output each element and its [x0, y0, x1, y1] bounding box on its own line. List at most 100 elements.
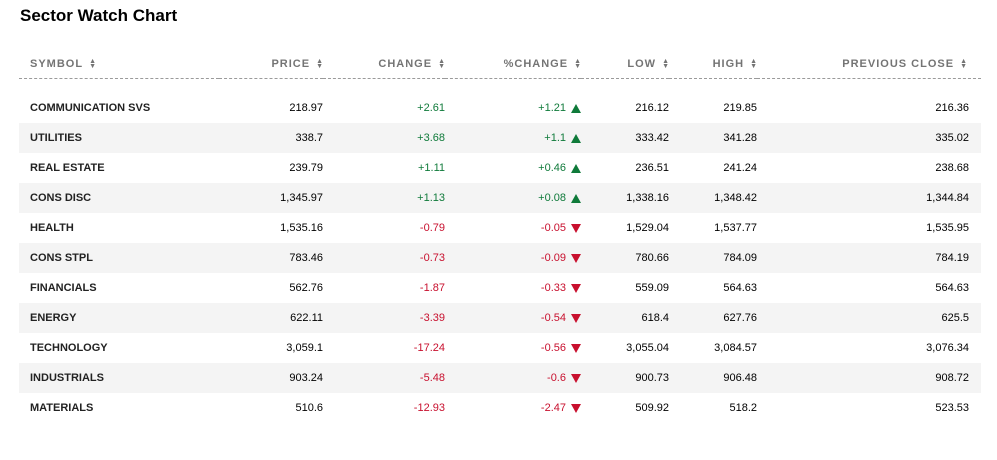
high-cell-value: 3,084.57 — [714, 342, 757, 354]
low-cell: 1,338.16 — [581, 183, 669, 213]
low-cell-value: 3,055.04 — [626, 342, 669, 354]
column-header-label: PRICE — [271, 58, 311, 70]
low-cell-value: 559.09 — [635, 282, 669, 294]
sector-table: SYMBOL ▲ ▼ PRICE ▲ ▼ CHANGE ▲ ▼ %CHANGE ▲ ▼ LOW ▲ ▼ HIG… — [19, 50, 981, 423]
table-row[interactable]: FINANCIALS 562.76 -1.87 -0.33 559.09 564.63 56… — [19, 273, 981, 303]
change-cell: -12.93 — [323, 393, 445, 423]
column-header-label: %CHANGE — [503, 58, 569, 70]
symbol-cell-value: REAL ESTATE — [30, 162, 105, 174]
sort-icon[interactable]: ▲ ▼ — [574, 58, 581, 71]
arrow-down-icon — [571, 403, 581, 413]
column-header-low[interactable]: LOW ▲ ▼ — [581, 50, 669, 79]
change-cell-value: +1.13 — [417, 192, 445, 204]
change-cell-value: -5.48 — [419, 372, 445, 384]
high-cell: 1,348.42 — [669, 183, 757, 213]
previous-close-cell: 784.19 — [757, 243, 981, 273]
arrow-up-icon — [571, 163, 581, 173]
table-row[interactable]: CONS STPL 783.46 -0.73 -0.09 780.66 784.09 784… — [19, 243, 981, 273]
column-header-high[interactable]: HIGH ▲ ▼ — [669, 50, 757, 79]
table-row[interactable]: INDUSTRIALS 903.24 -5.48 -0.6 900.73 906.48 90… — [19, 363, 981, 393]
symbol-cell[interactable]: MATERIALS — [19, 393, 219, 423]
change-cell-value: +1.11 — [417, 162, 445, 174]
column-header-symbol[interactable]: SYMBOL ▲ ▼ — [19, 50, 219, 79]
sort-icon[interactable]: ▲ ▼ — [662, 58, 669, 71]
high-cell: 1,537.77 — [669, 213, 757, 243]
high-cell: 518.2 — [669, 393, 757, 423]
pct-change-cell: +1.21 — [445, 93, 581, 123]
low-cell-value: 618.4 — [641, 312, 669, 324]
high-cell: 219.85 — [669, 93, 757, 123]
price-cell: 510.6 — [219, 393, 323, 423]
sort-icon[interactable]: ▲ ▼ — [438, 58, 445, 71]
table-row[interactable]: HEALTH 1,535.16 -0.79 -0.05 1,529.04 1,537.77… — [19, 213, 981, 243]
sort-icon[interactable]: ▲ ▼ — [316, 58, 323, 71]
price-cell: 338.7 — [219, 123, 323, 153]
sort-icon[interactable]: ▲ ▼ — [89, 58, 96, 71]
low-cell-value: 216.12 — [635, 102, 669, 114]
change-cell: -0.73 — [323, 243, 445, 273]
table-row[interactable]: ENERGY 622.11 -3.39 -0.54 618.4 627.76 625.5 — [19, 303, 981, 333]
arrow-down-icon — [571, 253, 581, 263]
symbol-cell-value: COMMUNICATION SVS — [30, 102, 151, 114]
symbol-cell[interactable]: REAL ESTATE — [19, 153, 219, 183]
arrow-up-icon — [571, 133, 581, 143]
column-header-pct-change[interactable]: %CHANGE ▲ ▼ — [445, 50, 581, 79]
high-cell: 564.63 — [669, 273, 757, 303]
previous-close-cell-value: 625.5 — [941, 312, 969, 324]
symbol-cell-value: CONS DISC — [30, 192, 92, 204]
column-header-price[interactable]: PRICE ▲ ▼ — [219, 50, 323, 79]
low-cell: 236.51 — [581, 153, 669, 183]
arrow-down-icon — [571, 343, 581, 353]
low-cell-value: 1,338.16 — [626, 192, 669, 204]
symbol-cell[interactable]: CONS STPL — [19, 243, 219, 273]
symbol-cell[interactable]: FINANCIALS — [19, 273, 219, 303]
symbol-cell[interactable]: INDUSTRIALS — [19, 363, 219, 393]
symbol-cell[interactable]: ENERGY — [19, 303, 219, 333]
symbol-cell[interactable]: COMMUNICATION SVS — [19, 93, 219, 123]
high-cell-value: 627.76 — [723, 312, 757, 324]
symbol-cell-value: FINANCIALS — [30, 282, 97, 294]
low-cell: 900.73 — [581, 363, 669, 393]
change-cell-value: -12.93 — [413, 402, 445, 414]
change-cell: -17.24 — [323, 333, 445, 363]
table-row[interactable]: MATERIALS 510.6 -12.93 -2.47 509.92 518.2 523.… — [19, 393, 981, 423]
change-cell-value: -3.39 — [419, 312, 445, 324]
pct-change-cell: -0.05 — [445, 213, 581, 243]
symbol-cell[interactable]: TECHNOLOGY — [19, 333, 219, 363]
column-header-label: SYMBOL — [30, 58, 84, 70]
change-cell-value: +3.68 — [417, 132, 445, 144]
pct-change-cell-value: +1.1 — [544, 132, 566, 144]
table-row[interactable]: CONS DISC 1,345.97 +1.13 +0.08 1,338.16 1,348… — [19, 183, 981, 213]
symbol-cell[interactable]: HEALTH — [19, 213, 219, 243]
pct-change-cell-value: -0.6 — [547, 372, 566, 384]
pct-change-cell: -0.33 — [445, 273, 581, 303]
pct-change-cell: -0.54 — [445, 303, 581, 333]
high-cell-value: 784.09 — [723, 252, 757, 264]
low-cell: 559.09 — [581, 273, 669, 303]
table-row[interactable]: REAL ESTATE 239.79 +1.11 +0.46 236.51 241.24 2… — [19, 153, 981, 183]
previous-close-cell: 238.68 — [757, 153, 981, 183]
column-header-change[interactable]: CHANGE ▲ ▼ — [323, 50, 445, 79]
sort-icon[interactable]: ▲ ▼ — [750, 58, 757, 71]
sort-icon[interactable]: ▲ ▼ — [960, 58, 967, 71]
symbol-cell-value: HEALTH — [30, 222, 74, 234]
previous-close-cell: 216.36 — [757, 93, 981, 123]
high-cell-value: 1,537.77 — [714, 222, 757, 234]
previous-close-cell-value: 1,535.95 — [926, 222, 969, 234]
price-cell: 783.46 — [219, 243, 323, 273]
table-row[interactable]: TECHNOLOGY 3,059.1 -17.24 -0.56 3,055.04 3,08… — [19, 333, 981, 363]
low-cell-value: 236.51 — [635, 162, 669, 174]
symbol-cell[interactable]: CONS DISC — [19, 183, 219, 213]
price-cell-value: 903.24 — [289, 372, 323, 384]
previous-close-cell: 908.72 — [757, 363, 981, 393]
symbol-cell[interactable]: UTILITIES — [19, 123, 219, 153]
table-row[interactable]: UTILITIES 338.7 +3.68 +1.1 333.42 341.28 335.0… — [19, 123, 981, 153]
column-header-previous-close[interactable]: PREVIOUS CLOSE ▲ ▼ — [757, 50, 981, 79]
header-spacer — [19, 79, 981, 94]
pct-change-cell-value: +0.46 — [538, 162, 566, 174]
table-row[interactable]: COMMUNICATION SVS 218.97 +2.61 +1.21 216.12 2… — [19, 93, 981, 123]
pct-change-cell: +1.1 — [445, 123, 581, 153]
low-cell-value: 1,529.04 — [626, 222, 669, 234]
price-cell: 3,059.1 — [219, 333, 323, 363]
previous-close-cell: 1,535.95 — [757, 213, 981, 243]
